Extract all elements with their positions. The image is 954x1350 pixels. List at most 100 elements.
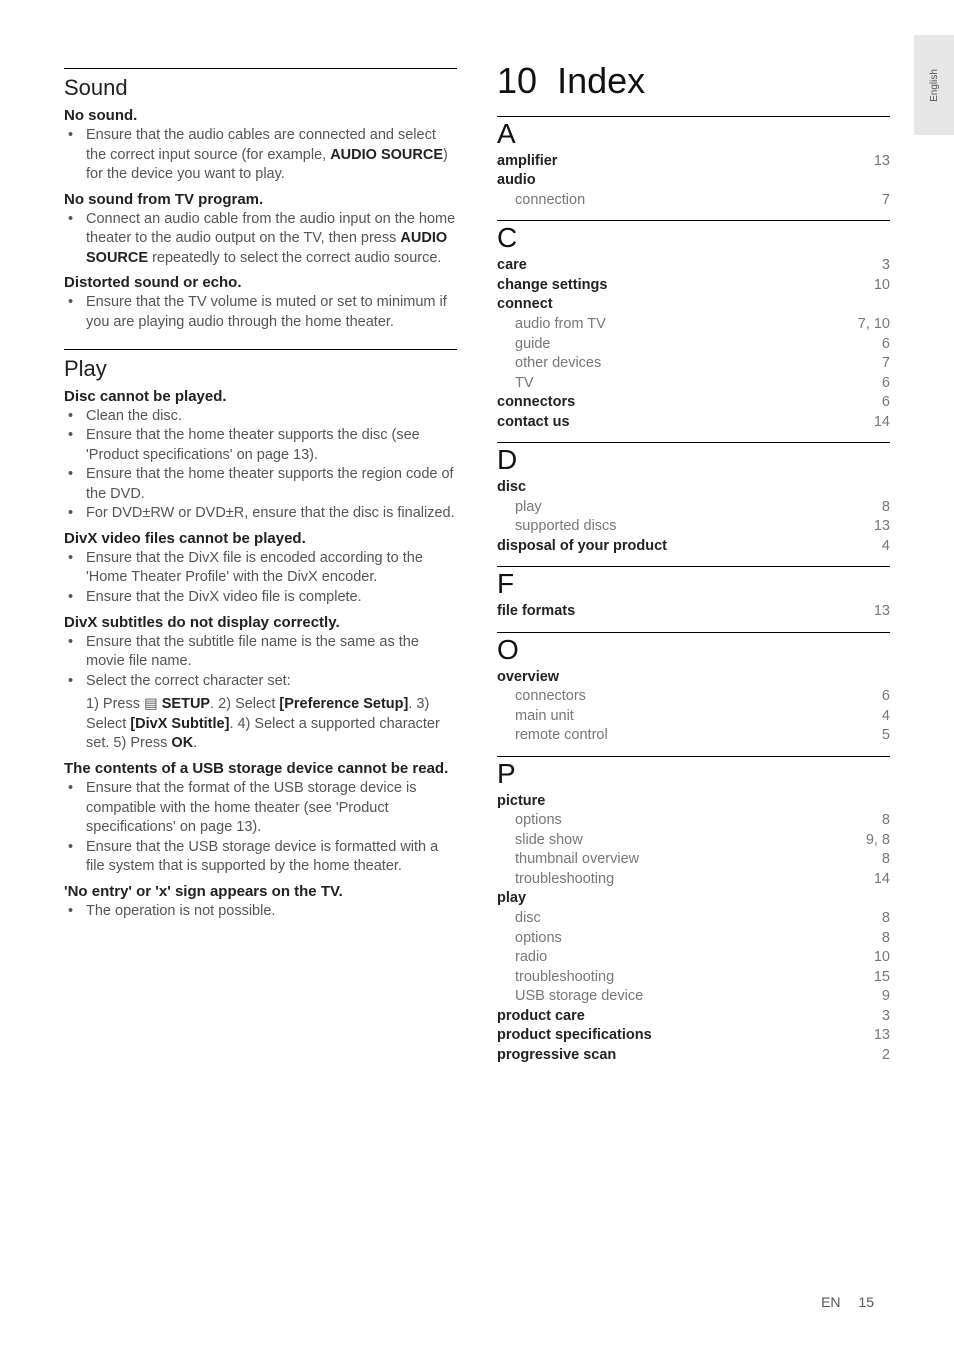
bullet-text: Ensure that the subtitle file name is th… <box>86 633 457 672</box>
sub-heading: DivX subtitles do not display correctly. <box>64 614 457 631</box>
index-label: options <box>497 929 562 949</box>
rule <box>497 756 890 757</box>
bullet-text: The operation is not possible. <box>86 902 457 922</box>
index-row: overview <box>497 668 890 688</box>
index-label: TV <box>497 374 534 394</box>
index-row: connection7 <box>497 191 890 211</box>
index-letter: F <box>497 569 890 600</box>
bullet-item: •For DVD±RW or DVD±R, ensure that the di… <box>64 504 457 524</box>
index-row: file formats13 <box>497 602 890 622</box>
index-page: 2 <box>882 1046 890 1066</box>
right-column: 10 Index Aamplifier13audioconnection7Cca… <box>497 60 890 1075</box>
index-row: USB storage device9 <box>497 987 890 1007</box>
index-row: thumbnail overview8 <box>497 850 890 870</box>
bullet-text: Clean the disc. <box>86 407 457 427</box>
bullet-text: Ensure that the home theater supports th… <box>86 465 457 504</box>
index-label: other devices <box>497 354 601 374</box>
index-label: guide <box>497 335 550 355</box>
index-row: connectors6 <box>497 393 890 413</box>
index-label: audio <box>497 171 536 191</box>
index-page: 8 <box>882 811 890 831</box>
index-label: contact us <box>497 413 570 433</box>
bullet-item: •Select the correct character set: <box>64 672 457 692</box>
bullet-dot: • <box>64 426 86 465</box>
chapter-number: 10 <box>497 60 537 101</box>
index-page: 8 <box>882 498 890 518</box>
bullet-dot: • <box>64 633 86 672</box>
bullet-item: •Ensure that the home theater supports t… <box>64 426 457 465</box>
bullet-list: •Ensure that the audio cables are connec… <box>64 126 457 185</box>
index-page: 14 <box>874 870 890 890</box>
continued-text: 1) Press ▤ SETUP. 2) Select [Preference … <box>64 695 457 754</box>
index-row: contact us14 <box>497 413 890 433</box>
index-label: change settings <box>497 276 607 296</box>
index-row: care3 <box>497 256 890 276</box>
index-group: Aamplifier 13 audioconnection7 <box>497 116 890 210</box>
index-letter: C <box>497 223 890 254</box>
index-row: audio from TV7, 10 <box>497 315 890 335</box>
bullet-list: •Ensure that the TV volume is muted or s… <box>64 293 457 332</box>
index-page: 4 <box>882 707 890 727</box>
index-letter: A <box>497 119 890 150</box>
index-page: 13 <box>874 517 890 537</box>
index-letter: P <box>497 759 890 790</box>
index-row: disc <box>497 478 890 498</box>
page: English Sound No sound.•Ensure that the … <box>0 0 954 1350</box>
index-label: radio <box>497 948 547 968</box>
index-label: troubleshooting <box>497 968 614 988</box>
index-group: Ooverviewconnectors6main unit4remote con… <box>497 632 890 746</box>
rule <box>64 68 457 69</box>
index-group: Ffile formats13 <box>497 566 890 621</box>
bullet-list: •Clean the disc.•Ensure that the home th… <box>64 407 457 524</box>
bullet-item: •Ensure that the USB storage device is f… <box>64 838 457 877</box>
index-page: 7 <box>882 191 890 211</box>
bullet-item: •Ensure that the format of the USB stora… <box>64 779 457 838</box>
index-row: connect <box>497 295 890 315</box>
index-label: care <box>497 256 527 276</box>
section-heading-sound: Sound <box>64 75 457 101</box>
footer-page: 15 <box>858 1294 874 1310</box>
index-label: troubleshooting <box>497 870 614 890</box>
index-page: 7 <box>882 354 890 374</box>
index-label: connect <box>497 295 553 315</box>
index-row: product specifications13 <box>497 1026 890 1046</box>
index-label: picture <box>497 792 545 812</box>
sub-heading: Distorted sound or echo. <box>64 274 457 291</box>
index-label: amplifier <box>497 152 557 172</box>
bullet-item: •Ensure that the TV volume is muted or s… <box>64 293 457 332</box>
index-page: 6 <box>882 335 890 355</box>
index-page: 3 <box>882 1007 890 1027</box>
bullet-dot: • <box>64 210 86 269</box>
bullet-dot: • <box>64 293 86 332</box>
index-page: 4 <box>882 537 890 557</box>
index-label: thumbnail overview <box>497 850 639 870</box>
rule <box>497 632 890 633</box>
bullet-text: Ensure that the audio cables are connect… <box>86 126 457 185</box>
index-group: Ddiscplay8supported discs13disposal of y… <box>497 442 890 556</box>
sub-heading: 'No entry' or 'x' sign appears on the TV… <box>64 883 457 900</box>
bullet-text: Ensure that the home theater supports th… <box>86 426 457 465</box>
index-label: product care <box>497 1007 585 1027</box>
columns: Sound No sound.•Ensure that the audio ca… <box>64 60 890 1075</box>
index-label: USB storage device <box>497 987 643 1007</box>
bullet-item: •Ensure that the home theater supports t… <box>64 465 457 504</box>
index-row: radio10 <box>497 948 890 968</box>
index-page: 8 <box>882 909 890 929</box>
section-heading-play: Play <box>64 356 457 382</box>
bullet-text: For DVD±RW or DVD±R, ensure that the dis… <box>86 504 457 524</box>
index-row: options8 <box>497 811 890 831</box>
index-page: 8 <box>882 929 890 949</box>
index-row: connectors6 <box>497 687 890 707</box>
bullet-item: •Connect an audio cable from the audio i… <box>64 210 457 269</box>
index-row: picture <box>497 792 890 812</box>
sub-heading: Disc cannot be played. <box>64 388 457 405</box>
language-tab: English <box>914 35 954 135</box>
bullet-text: Ensure that the TV volume is muted or se… <box>86 293 457 332</box>
bullet-item: •Ensure that the audio cables are connec… <box>64 126 457 185</box>
rule <box>497 566 890 567</box>
bullet-text: Ensure that the DivX video file is compl… <box>86 588 457 608</box>
bullet-text: Ensure that the DivX file is encoded acc… <box>86 549 457 588</box>
index-row: other devices 7 <box>497 354 890 374</box>
language-tab-label: English <box>929 69 940 102</box>
index-page: 13 <box>874 152 890 172</box>
